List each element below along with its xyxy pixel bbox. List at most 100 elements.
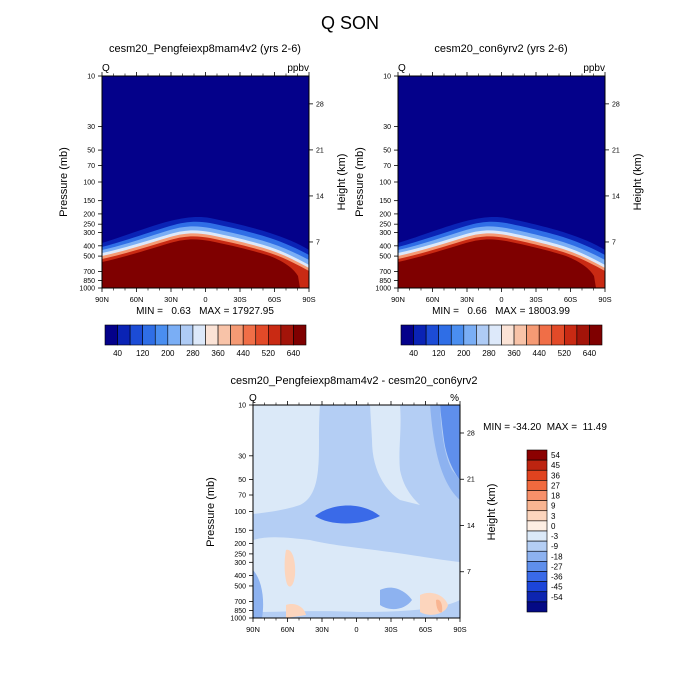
colorbar-swatch bbox=[205, 324, 219, 346]
panel-ctl: cesm20_con6yrv2 (yrs 2-6) Q ppbv 10 30 50 7… bbox=[354, 43, 644, 358]
colorbar-label: 440 bbox=[237, 349, 251, 358]
panel-diff-region-warm-3 bbox=[286, 604, 306, 618]
colorbar-swatch bbox=[526, 530, 548, 542]
pressure-tick-label: 10 bbox=[238, 403, 246, 410]
pressure-tick-label: 150 bbox=[379, 198, 391, 205]
latitude-tick-label: 60S bbox=[564, 295, 577, 304]
panel-exp-contour-band-7 bbox=[102, 239, 300, 288]
latitude-tick-label: 90S bbox=[302, 295, 315, 304]
panel-exp-stats: MIN = 0.63 MAX = 17927.95 bbox=[136, 306, 274, 317]
colorbar-label: 280 bbox=[482, 349, 496, 358]
colorbar-label: -36 bbox=[551, 573, 563, 582]
height-tick-label: 28 bbox=[612, 101, 620, 108]
latitude-tick-label: 90N bbox=[95, 295, 109, 304]
colorbar-swatch bbox=[192, 324, 206, 346]
colorbar-swatch bbox=[526, 469, 548, 481]
pressure-tick-label: 70 bbox=[87, 163, 95, 170]
panel-diff-region-light-1 bbox=[253, 405, 320, 514]
colorbar-swatch bbox=[576, 324, 590, 346]
colorbar-swatch bbox=[476, 324, 490, 346]
colorbar-label: 18 bbox=[551, 492, 560, 501]
pressure-tick-label: 70 bbox=[238, 493, 246, 500]
height-tick-label: 21 bbox=[316, 147, 324, 154]
colorbar-label: -27 bbox=[551, 562, 563, 571]
latitude-tick-label: 90S bbox=[598, 295, 611, 304]
pressure-tick-label: 700 bbox=[379, 269, 391, 276]
colorbar-label: 0 bbox=[551, 522, 556, 531]
height-tick-label: 7 bbox=[316, 239, 320, 246]
colorbar-swatch bbox=[526, 490, 548, 501]
colorbar-label: 360 bbox=[507, 349, 521, 358]
page-title: Q SON bbox=[321, 13, 379, 33]
latitude-tick-label: 30S bbox=[384, 625, 397, 634]
colorbar-swatch bbox=[526, 540, 548, 552]
pressure-tick-label: 50 bbox=[238, 477, 246, 484]
colorbar-label: -18 bbox=[551, 552, 563, 561]
colorbar-swatch bbox=[526, 520, 548, 532]
height-tick-label: 28 bbox=[467, 430, 475, 437]
colorbar-label: 40 bbox=[113, 349, 122, 358]
panel-ctl-units-label: ppbv bbox=[583, 63, 605, 74]
height-tick-label: 21 bbox=[467, 477, 475, 484]
colorbar-label: 200 bbox=[457, 349, 471, 358]
panel-diff-title: cesm20_Pengfeiexp8mam4v2 - cesm20_con6yr… bbox=[230, 375, 477, 387]
colorbar-swatch bbox=[564, 324, 578, 346]
panel-ctl-stats: MIN = 0.66 MAX = 18003.99 bbox=[432, 306, 570, 317]
latitude-tick-label: 60N bbox=[426, 295, 440, 304]
latitude-tick-label: 90N bbox=[391, 295, 405, 304]
latitude-tick-label: 60N bbox=[130, 295, 144, 304]
latitude-tick-label: 60N bbox=[281, 625, 295, 634]
panel-diff-region-lower-1 bbox=[253, 570, 264, 618]
latitude-tick-label: 30N bbox=[164, 295, 178, 304]
colorbar-label: 520 bbox=[262, 349, 276, 358]
latitude-tick-label: 0 bbox=[354, 625, 358, 634]
panel-diff-ylabel: Pressure (mb) bbox=[205, 477, 217, 547]
panel-exp-colorbar: 40 120 200 280 360 440 520 640 bbox=[104, 324, 307, 358]
pressure-tick-label: 30 bbox=[383, 124, 391, 131]
panel-diff-region-lower-2 bbox=[380, 587, 412, 610]
colorbar-swatch bbox=[425, 324, 439, 346]
colorbar-label: -54 bbox=[551, 593, 563, 602]
latitude-tick-label: 30S bbox=[233, 295, 246, 304]
colorbar-swatch bbox=[154, 324, 169, 346]
colorbar-label: 640 bbox=[583, 349, 597, 358]
colorbar-label: 27 bbox=[551, 481, 560, 490]
colorbar-swatch bbox=[400, 324, 414, 346]
colorbar-label: -45 bbox=[551, 583, 563, 592]
panel-exp: cesm20_Pengfeiexp8mam4v2 (yrs 2-6) Q ppb… bbox=[58, 43, 348, 358]
panel-ctl-ylabel-right: Height (km) bbox=[632, 154, 644, 211]
panel-diff-var-label: Q bbox=[249, 393, 257, 404]
pressure-tick-label: 250 bbox=[83, 222, 95, 229]
colorbar-swatch bbox=[167, 324, 181, 346]
colorbar-swatch bbox=[526, 459, 548, 471]
colorbar-swatch bbox=[526, 571, 548, 582]
colorbar-label: 45 bbox=[551, 461, 560, 470]
pressure-tick-label: 400 bbox=[234, 573, 246, 580]
colorbar-label: 520 bbox=[558, 349, 572, 358]
latitude-tick-label: 90S bbox=[453, 625, 466, 634]
colorbar-label: 120 bbox=[432, 349, 446, 358]
colorbar-swatch bbox=[180, 324, 194, 346]
colorbar-label: 200 bbox=[161, 349, 175, 358]
pressure-tick-label: 250 bbox=[234, 551, 246, 558]
colorbar-swatch bbox=[526, 324, 540, 346]
latitude-tick-label: 30N bbox=[315, 625, 329, 634]
pressure-tick-label: 300 bbox=[234, 560, 246, 567]
colorbar-swatch bbox=[293, 324, 307, 346]
pressure-tick-label: 500 bbox=[234, 583, 246, 590]
colorbar-label: 280 bbox=[186, 349, 200, 358]
colorbar-swatch bbox=[526, 581, 548, 593]
pressure-tick-label: 50 bbox=[383, 148, 391, 155]
colorbar-swatch bbox=[230, 324, 244, 346]
pressure-tick-label: 50 bbox=[87, 148, 95, 155]
pressure-tick-label: 1000 bbox=[375, 286, 391, 293]
latitude-tick-label: 90N bbox=[246, 625, 260, 634]
colorbar-label: 3 bbox=[551, 512, 556, 521]
pressure-tick-label: 850 bbox=[83, 278, 95, 285]
height-tick-label: 14 bbox=[316, 193, 324, 200]
colorbar-swatch bbox=[242, 324, 257, 346]
height-tick-label: 14 bbox=[612, 193, 620, 200]
latitude-tick-label: 60S bbox=[419, 625, 432, 634]
panel-exp-ylabel-right: Height (km) bbox=[336, 154, 348, 211]
pressure-tick-label: 100 bbox=[83, 180, 95, 187]
